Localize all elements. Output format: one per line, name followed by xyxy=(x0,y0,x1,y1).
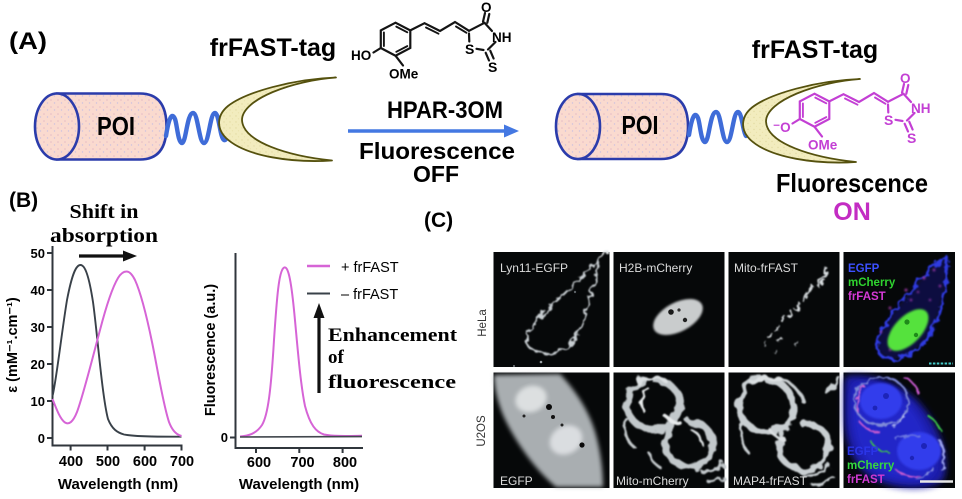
svg-text:POI: POI xyxy=(622,110,659,140)
svg-text:600: 600 xyxy=(133,454,157,470)
svg-text:10: 10 xyxy=(31,394,45,409)
svg-text:Fluorescence: Fluorescence xyxy=(776,168,928,198)
svg-text:absorption: absorption xyxy=(50,226,158,247)
svg-text:Enhancement: Enhancement xyxy=(328,325,458,346)
svg-text:H2B-mCherry: H2B-mCherry xyxy=(619,261,692,275)
svg-text:NH: NH xyxy=(911,101,931,116)
svg-text:0: 0 xyxy=(38,431,45,446)
svg-text:0: 0 xyxy=(221,430,228,445)
svg-text:U2OS: U2OS xyxy=(476,415,488,447)
svg-text:EGFP: EGFP xyxy=(500,474,533,488)
svg-text:frFAST: frFAST xyxy=(847,474,885,486)
svg-text:Fluorescence: Fluorescence xyxy=(359,138,515,164)
svg-text:40: 40 xyxy=(31,283,45,298)
svg-text:Mito-frFAST: Mito-frFAST xyxy=(734,261,799,275)
svg-text:Wavelength (nm): Wavelength (nm) xyxy=(239,476,359,493)
svg-text:20: 20 xyxy=(31,357,45,372)
svg-text:(B): (B) xyxy=(9,189,38,212)
svg-text:800: 800 xyxy=(333,455,357,471)
svg-text:(C): (C) xyxy=(424,209,453,232)
svg-text:Wavelength (nm): Wavelength (nm) xyxy=(58,476,178,493)
svg-text:fluorescence: fluorescence xyxy=(328,372,456,393)
svg-text:of: of xyxy=(328,347,345,368)
svg-text:+ frFAST: + frFAST xyxy=(341,260,399,276)
svg-text:– frFAST: – frFAST xyxy=(341,287,398,303)
svg-text:NH: NH xyxy=(492,30,512,45)
svg-text:600: 600 xyxy=(247,455,271,471)
svg-text:EGFP: EGFP xyxy=(847,446,879,458)
svg-text:EGFP: EGFP xyxy=(848,263,880,275)
svg-text:mCherry: mCherry xyxy=(848,277,896,289)
svg-text:O: O xyxy=(900,71,911,86)
svg-text:OFF: OFF xyxy=(413,161,459,187)
svg-text:HO: HO xyxy=(351,48,371,63)
svg-text:50: 50 xyxy=(31,246,45,261)
svg-text:Mito-mCherry: Mito-mCherry xyxy=(616,474,689,488)
svg-text:30: 30 xyxy=(31,320,45,335)
svg-text:HeLa: HeLa xyxy=(477,309,489,337)
svg-text:ON: ON xyxy=(833,198,871,226)
svg-text:S: S xyxy=(884,112,893,128)
svg-text:MAP4-frFAST: MAP4-frFAST xyxy=(733,474,808,488)
svg-text:500: 500 xyxy=(96,454,120,470)
svg-text:ε (mM⁻¹.cm⁻¹): ε (mM⁻¹.cm⁻¹) xyxy=(5,297,21,393)
svg-text:frFAST-tag: frFAST-tag xyxy=(210,34,336,62)
svg-text:700: 700 xyxy=(290,455,314,471)
svg-text:mCherry: mCherry xyxy=(847,460,895,472)
svg-text:Fluorescence (a.u.): Fluorescence (a.u.) xyxy=(203,284,219,416)
svg-text:S: S xyxy=(465,41,474,57)
svg-text:400: 400 xyxy=(59,454,83,470)
svg-text:S: S xyxy=(907,130,916,146)
svg-text:700: 700 xyxy=(170,454,194,470)
svg-text:Shift in: Shift in xyxy=(70,202,139,223)
svg-text:frFAST-tag: frFAST-tag xyxy=(752,36,878,64)
svg-text:O: O xyxy=(481,0,492,15)
svg-text:POI: POI xyxy=(97,111,135,141)
svg-text:⁻O: ⁻O xyxy=(773,120,791,135)
svg-text:S: S xyxy=(488,59,497,75)
svg-text:Lyn11-EGFP: Lyn11-EGFP xyxy=(500,261,568,275)
svg-text:(A): (A) xyxy=(9,28,47,55)
svg-text:OMe: OMe xyxy=(389,67,419,82)
svg-text:OMe: OMe xyxy=(808,138,838,153)
svg-text:frFAST: frFAST xyxy=(848,291,886,303)
svg-text:HPAR-3OM: HPAR-3OM xyxy=(387,97,503,124)
